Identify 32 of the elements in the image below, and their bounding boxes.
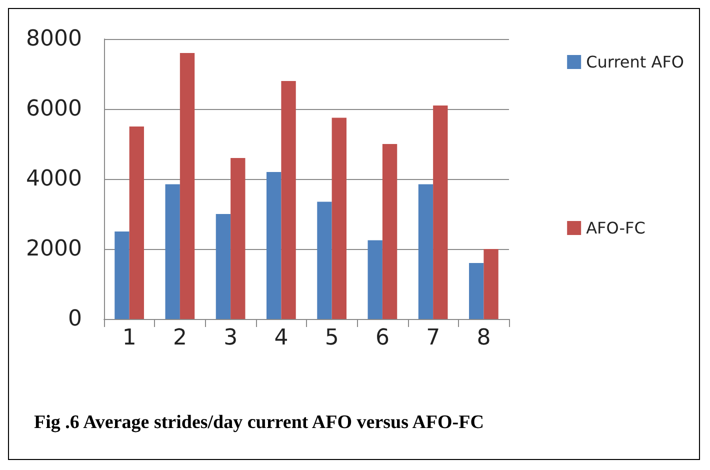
bar (216, 214, 231, 319)
x-tick-label: 5 (324, 326, 339, 350)
text: Fig .6 Average strides/day current AFO versus AFO-FC (34, 412, 484, 433)
y-tick-label: 0 (68, 306, 82, 332)
bar (433, 106, 448, 319)
x-tick-label: 6 (375, 326, 390, 350)
bar (165, 184, 180, 319)
y-tick-label: 2000 (26, 236, 82, 262)
bar (266, 172, 282, 319)
bar (418, 184, 434, 319)
bar (317, 202, 332, 319)
y-tick-label: 4000 (26, 166, 82, 192)
bar (484, 249, 498, 319)
bar (114, 232, 130, 319)
x-tick-label: 2 (172, 326, 187, 350)
bar (382, 144, 398, 319)
bar (332, 118, 346, 319)
legend-label: AFO-FC (586, 218, 646, 238)
y-tick-label: 6000 (26, 96, 82, 122)
bar (180, 53, 195, 319)
x-tick-label: 1 (122, 326, 136, 350)
y-tick-label: 8000 (26, 26, 82, 52)
x-tick-label: 4 (274, 326, 288, 350)
legend-label: Current AFO (586, 52, 684, 72)
x-tick-label: 7 (426, 326, 440, 350)
bar (129, 126, 144, 319)
bar (281, 81, 296, 319)
bar (368, 240, 382, 319)
x-tick-label: 8 (476, 326, 491, 350)
bar (469, 263, 484, 319)
bar (230, 158, 246, 319)
x-tick-label: 3 (224, 326, 238, 350)
